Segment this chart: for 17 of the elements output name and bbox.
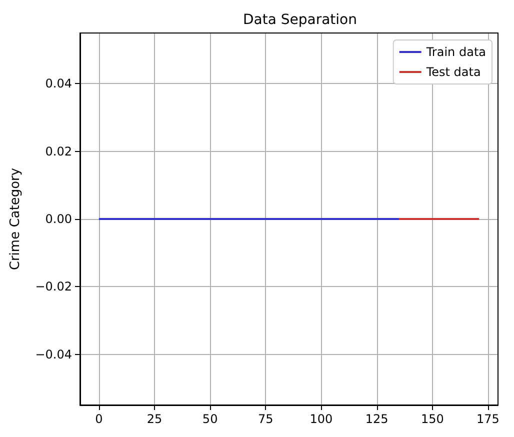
- y-tick-label: −0.02: [35, 280, 72, 294]
- y-tick-label: −0.04: [35, 347, 72, 362]
- y-tick-label: 0.04: [45, 76, 72, 91]
- legend-label: Test data: [425, 65, 481, 79]
- chart-title: Data Separation: [243, 12, 357, 28]
- x-tick-label: 75: [258, 412, 274, 426]
- legend-label: Train data: [425, 45, 486, 59]
- x-tick-label: 0: [95, 412, 103, 426]
- x-tick-label: 175: [476, 412, 500, 426]
- x-tick-label: 50: [202, 412, 218, 426]
- y-tick-label: 0.02: [45, 144, 72, 158]
- x-tick-label: 25: [146, 412, 162, 426]
- x-tick-label: 125: [365, 412, 388, 426]
- x-tick-label: 100: [310, 412, 333, 426]
- y-axis-title: Crime Category: [8, 168, 23, 270]
- y-tick-label: 0.00: [45, 212, 72, 226]
- x-tick-label: 150: [420, 412, 444, 426]
